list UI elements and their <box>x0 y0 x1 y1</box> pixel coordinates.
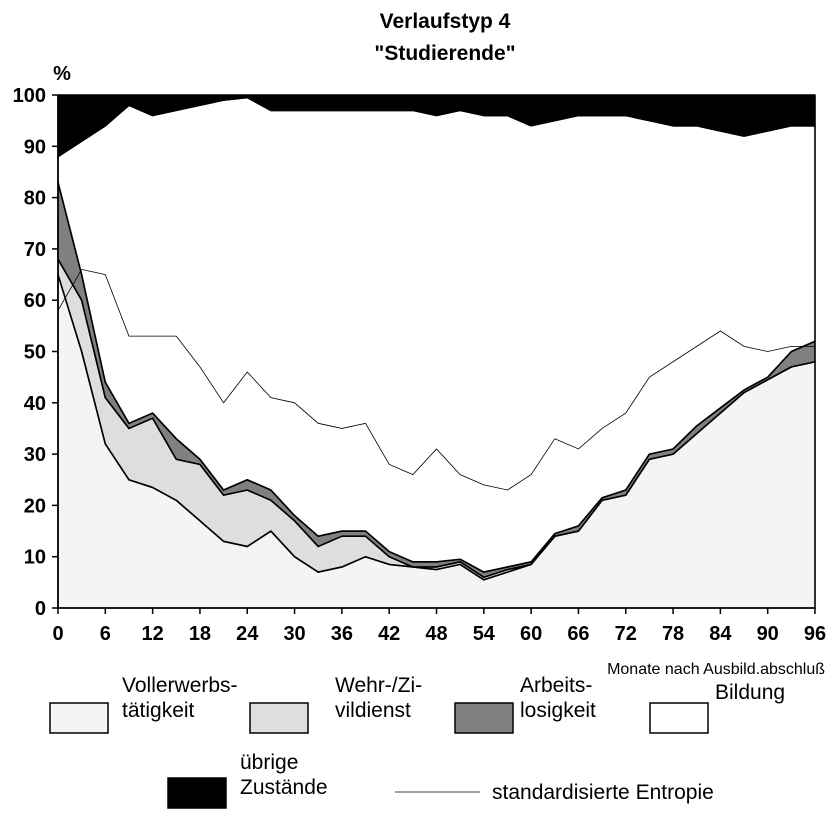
x-tick-label: 84 <box>709 623 732 645</box>
x-tick-label: 78 <box>662 623 684 645</box>
legend-label: Bildung <box>715 681 786 704</box>
y-tick-label: 100 <box>13 85 46 107</box>
x-axis-label: Monate nach Ausbild.abschluß <box>607 661 825 678</box>
x-tick-label: 36 <box>331 623 353 645</box>
x-tick-label: 66 <box>567 623 589 645</box>
x-tick-label: 72 <box>615 623 637 645</box>
y-tick-label: 40 <box>24 393 46 415</box>
x-tick-label: 24 <box>236 623 259 645</box>
y-tick-label: 10 <box>24 547 46 569</box>
legend-label: übrige Zustände <box>240 751 328 799</box>
y-tick-label: 30 <box>24 444 46 466</box>
legend-label: standardisierte Entropie <box>492 781 714 804</box>
legend-label: Arbeits- losigkeit <box>520 674 596 722</box>
x-tick-label: 60 <box>520 623 542 645</box>
entropy-line <box>57 268 815 491</box>
x-tick-label: 54 <box>473 623 496 645</box>
x-tick-label: 96 <box>804 623 826 645</box>
legend-swatch <box>249 702 309 734</box>
legend-swatch <box>454 702 514 734</box>
y-tick-label: 90 <box>24 136 46 158</box>
x-tick-label: 48 <box>425 623 447 645</box>
y-tick-label: 70 <box>24 239 46 261</box>
y-tick-label: 0 <box>35 598 46 620</box>
legend-swatch <box>167 777 227 809</box>
x-tick-label: 42 <box>378 623 400 645</box>
x-tick-label: 18 <box>189 623 211 645</box>
chart-title: Verlaufstyp 4 <box>380 10 511 33</box>
x-tick-label: 12 <box>142 623 164 645</box>
x-tick-label: 90 <box>757 623 779 645</box>
y-tick-label: 20 <box>24 495 46 517</box>
y-tick-label: 50 <box>24 342 46 364</box>
legend-label: Wehr-/Zi- vildienst <box>335 674 423 722</box>
legend-swatch <box>649 702 709 734</box>
area <box>57 94 816 158</box>
chart-subtitle: "Studierende" <box>374 42 515 65</box>
legend-label: Vollerwerbs- tätigkeit <box>122 674 238 722</box>
x-tick-label: 0 <box>52 623 63 645</box>
y-tick-label: 80 <box>24 188 46 210</box>
x-tick-label: 30 <box>283 623 305 645</box>
x-tick-label: 6 <box>100 623 111 645</box>
legend-swatch <box>49 702 109 734</box>
y-axis-label: % <box>53 63 71 85</box>
y-tick-label: 60 <box>24 290 46 312</box>
